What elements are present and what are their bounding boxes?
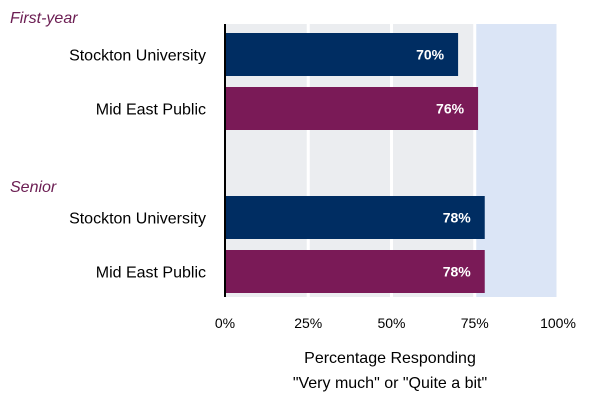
category-label: Stockton University bbox=[69, 48, 206, 65]
category-label: Mid East Public bbox=[96, 265, 206, 282]
x-tick-label: 25% bbox=[294, 315, 322, 331]
x-tick-label: 0% bbox=[215, 315, 235, 331]
data-label: 70% bbox=[416, 47, 445, 63]
x-axis-title-line1: Percentage Responding bbox=[304, 350, 476, 367]
data-label: 78% bbox=[443, 210, 472, 226]
x-tick-label: 75% bbox=[461, 315, 489, 331]
category-label: Mid East Public bbox=[96, 102, 206, 119]
category-label: Stockton University bbox=[69, 211, 206, 228]
x-tick-label: 100% bbox=[540, 315, 576, 331]
group-label-senior: Senior bbox=[10, 179, 57, 196]
data-label: 76% bbox=[436, 101, 465, 117]
bar-senior-mid-east bbox=[225, 250, 485, 293]
x-axis-title-line2: "Very much" or "Quite a bit" bbox=[293, 375, 487, 392]
bar-senior-stockton bbox=[225, 196, 485, 239]
bar-first-year-mid-east bbox=[225, 87, 479, 130]
x-tick-label: 50% bbox=[377, 315, 405, 331]
plot-area bbox=[224, 24, 560, 297]
group-label-first-year: First-year bbox=[10, 10, 78, 27]
bar-first-year-stockton bbox=[225, 33, 459, 76]
shaded-band bbox=[474, 24, 558, 297]
chart-labels: 70% Stockton University 76% Mid East Public… bbox=[10, 10, 576, 331]
data-label: 78% bbox=[443, 264, 472, 280]
